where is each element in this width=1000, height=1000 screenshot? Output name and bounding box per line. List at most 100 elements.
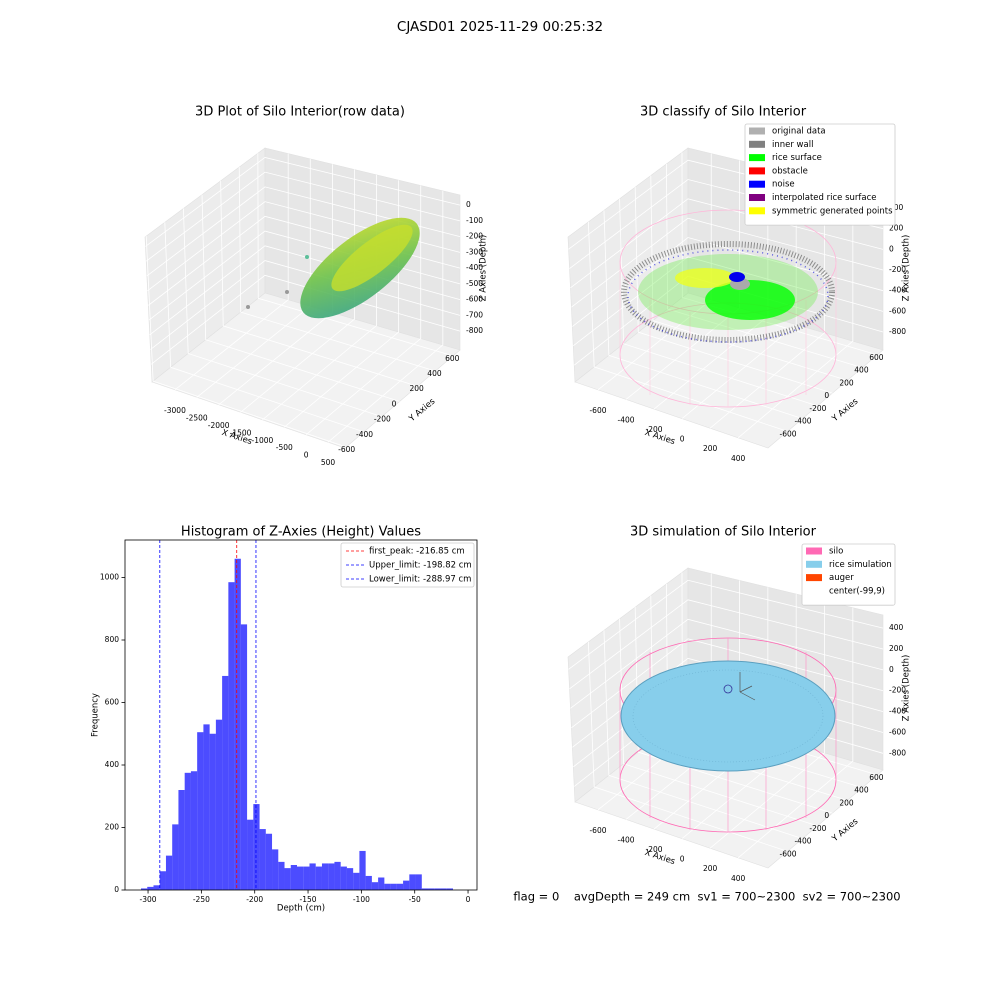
y-tick-label: 600 <box>105 698 120 707</box>
grid-line <box>573 256 884 347</box>
legend-label: rice simulation <box>829 560 892 570</box>
y-tick-label: -400 <box>356 430 373 439</box>
legend-label: obstacle <box>772 166 808 176</box>
z-tick-label: -400 <box>889 707 906 716</box>
legend-swatch <box>749 167 765 175</box>
grid-line <box>737 187 854 439</box>
legend-label: silo <box>829 547 843 557</box>
bar <box>440 888 447 890</box>
grid-line <box>257 153 454 357</box>
y-tick-label: -200 <box>809 824 826 833</box>
axes-title: 3D Plot of Silo Interior(row data) <box>195 105 405 120</box>
bar <box>178 790 185 890</box>
grid-line <box>619 198 818 407</box>
legend-swatch <box>806 574 822 582</box>
bar <box>215 719 223 890</box>
bar <box>315 866 322 890</box>
x-tick-label: -250 <box>193 895 210 904</box>
x-tick-label: 0 <box>304 451 309 460</box>
bar <box>228 582 235 890</box>
grid-line <box>174 153 289 391</box>
x-tick-label: 500 <box>321 458 336 467</box>
y-tick-label: 1000 <box>100 573 119 582</box>
y-tick-label: -400 <box>794 417 811 426</box>
bar <box>278 861 285 890</box>
legend-box <box>744 123 896 226</box>
grid-line <box>183 208 382 418</box>
z-tick-label: -800 <box>466 326 483 335</box>
grid-line <box>603 630 803 840</box>
bar <box>384 883 391 890</box>
x-tick-label: 200 <box>703 864 718 873</box>
z-tick-label: -800 <box>889 748 906 757</box>
y-tick-label: 0 <box>824 811 829 820</box>
grid-line <box>145 236 347 448</box>
point-cloud <box>619 209 837 408</box>
grid-line <box>709 180 825 429</box>
point-cloud <box>246 217 420 319</box>
bar <box>365 875 372 890</box>
footer-text: flag = 0 avgDepth = 249 cm sv1 = 700~230… <box>513 890 900 904</box>
y-tick-label: 200 <box>105 823 120 832</box>
bar <box>328 863 335 890</box>
bar <box>153 885 160 890</box>
x-tick-label: -3000 <box>164 406 186 415</box>
y-tick-label: 0 <box>114 885 119 894</box>
z-tick-label: 0 <box>466 200 471 209</box>
x-tick-label: 0 <box>680 435 685 444</box>
y-tick-label: -400 <box>794 837 811 846</box>
pane <box>151 292 461 449</box>
grid-line <box>634 607 833 814</box>
x-tick-label: -200 <box>246 895 263 904</box>
grid-line <box>145 171 461 262</box>
legend-label: center(-99,9) <box>829 586 885 596</box>
x-tick-label: 400 <box>731 874 746 883</box>
x-tick-label: 400 <box>731 454 746 463</box>
bar <box>359 850 366 890</box>
legend-label: first_peak: -216.85 cm <box>369 547 465 557</box>
grid-line <box>737 607 854 859</box>
bar <box>309 863 316 890</box>
x-tick-label: -150 <box>300 895 317 904</box>
bar <box>353 872 360 890</box>
bar <box>234 558 241 890</box>
legend-label: interpolated rice surface <box>772 193 877 203</box>
plot-frame <box>124 539 478 891</box>
y-tick-label: -200 <box>809 404 826 413</box>
grid-line <box>145 156 461 247</box>
bar <box>197 732 204 890</box>
x-tick-label: -200 <box>646 845 663 854</box>
grid-line <box>619 618 818 827</box>
z-tick-label: 200 <box>889 224 904 233</box>
bar <box>415 874 422 890</box>
y-tick-label: 600 <box>445 354 460 363</box>
x-tick-label: -600 <box>589 406 606 415</box>
legend-label: noise <box>772 180 795 190</box>
bar <box>240 624 248 890</box>
bar <box>247 819 254 890</box>
grid-line <box>681 152 878 356</box>
y-tick-label: 200 <box>839 378 854 387</box>
grid-line <box>150 274 461 365</box>
grid-line <box>571 638 884 729</box>
grid-line <box>164 222 365 433</box>
bar <box>303 866 310 890</box>
z-tick-label: -600 <box>889 306 906 315</box>
y-tick-label: 400 <box>105 760 120 769</box>
x-tick-label: 0 <box>466 895 471 904</box>
bar <box>141 888 148 890</box>
grid-line <box>305 185 422 436</box>
bar <box>434 888 441 890</box>
legend-swatch <box>749 140 765 148</box>
y-tick-label: 200 <box>409 384 424 393</box>
grid-line <box>569 599 884 690</box>
y-tick-label: 600 <box>869 773 884 782</box>
legend-swatch <box>749 180 765 188</box>
y-tick-label: 400 <box>427 369 442 378</box>
x-tick-label: -400 <box>618 835 635 844</box>
grid-line <box>587 221 788 432</box>
x-tick-label: -1000 <box>252 436 274 445</box>
bar <box>390 883 397 890</box>
grid-line <box>572 237 884 327</box>
